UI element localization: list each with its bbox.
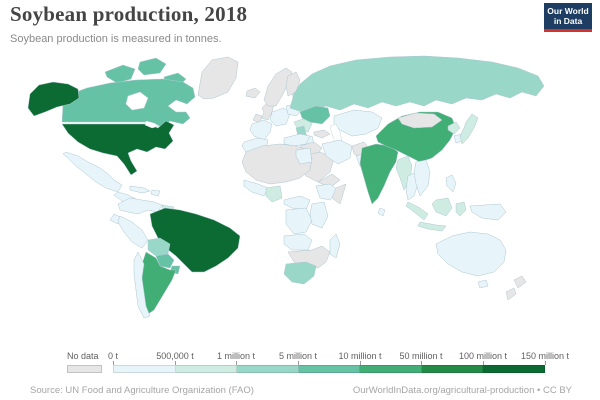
country-ukraine[interactable] <box>299 105 331 125</box>
legend-tick <box>360 361 361 365</box>
country-indonesia[interactable] <box>431 197 453 217</box>
country-mongolia[interactable] <box>397 112 443 129</box>
country-kazakhstan[interactable] <box>333 109 383 137</box>
country-australia[interactable] <box>435 231 507 277</box>
country-united-states[interactable] <box>61 120 175 176</box>
legend-color-scale <box>113 365 546 373</box>
region-tasmania[interactable] <box>477 279 489 289</box>
country-chile[interactable] <box>133 251 151 319</box>
legend-tick-label: 10 million t <box>338 351 382 361</box>
legend-tick-label: 500,000 t <box>156 351 194 361</box>
country-madagascar[interactable] <box>329 233 341 259</box>
page-title: Soybean production, 2018 <box>10 2 248 26</box>
region-west-africa[interactable] <box>243 179 269 197</box>
legend-segment[interactable] <box>360 365 422 373</box>
country-papua-new-guinea[interactable] <box>469 203 507 221</box>
legend-no-data-swatch[interactable] <box>67 365 102 373</box>
country-canada-arctic-islands[interactable] <box>137 57 167 76</box>
legend-tick <box>113 361 114 365</box>
country-indonesia[interactable] <box>455 201 467 217</box>
country-canada-arctic-islands[interactable] <box>104 64 136 84</box>
legend-tick <box>236 361 237 365</box>
owid-logo[interactable]: Our World in Data <box>544 3 592 32</box>
owid-logo-line2: in Data <box>553 16 583 26</box>
country-mexico[interactable] <box>62 151 123 193</box>
legend-tick-label: 50 million t <box>399 351 443 361</box>
country-iran[interactable] <box>321 139 353 165</box>
country-nigeria[interactable] <box>265 185 283 203</box>
legend-tick-label: 150 million t <box>520 351 570 361</box>
owid-link[interactable]: OurWorldInData.org/agricultural-producti… <box>352 385 572 396</box>
legend-no-data-label: No data <box>67 351 99 361</box>
legend-tick <box>421 361 422 365</box>
country-indonesia[interactable] <box>405 201 429 221</box>
hudson-bay <box>125 91 149 111</box>
legend-segment[interactable] <box>421 365 484 373</box>
country-iceland[interactable] <box>245 87 261 99</box>
country-turkey[interactable] <box>283 133 311 147</box>
legend-tick-label: 5 million t <box>278 351 318 361</box>
region-angola-zambia[interactable] <box>283 233 313 251</box>
country-peru[interactable] <box>117 215 149 249</box>
country-united-states-alaska[interactable] <box>27 81 80 117</box>
owid-logo-line1: Our World <box>547 6 589 16</box>
legend-segment[interactable] <box>113 365 176 373</box>
legend-segment[interactable] <box>175 365 238 373</box>
country-greenland[interactable] <box>197 56 239 100</box>
country-dr-congo[interactable] <box>285 207 313 235</box>
country-japan[interactable] <box>459 113 479 145</box>
country-north-korea[interactable] <box>447 121 461 135</box>
legend-tick <box>175 361 176 365</box>
legend-tick <box>545 361 546 365</box>
legend-segment[interactable] <box>483 365 546 373</box>
country-cuba[interactable] <box>129 185 151 194</box>
country-new-zealand[interactable] <box>513 275 527 289</box>
region-vietnam-laos[interactable] <box>413 159 431 197</box>
country-france[interactable] <box>249 119 273 141</box>
country-philippines[interactable] <box>445 174 457 193</box>
legend-segment[interactable] <box>237 365 299 373</box>
region-east-africa[interactable] <box>309 201 329 229</box>
region-central-europe[interactable] <box>269 107 291 127</box>
country-somalia[interactable] <box>331 183 347 205</box>
great-lakes <box>144 120 160 129</box>
legend-tick-label: 100 million t <box>458 351 508 361</box>
region-caucasus[interactable] <box>313 129 331 139</box>
country-russia[interactable] <box>289 55 545 113</box>
chart-subtitle: Soybean production is measured in tonnes… <box>10 33 222 45</box>
country-sri-lanka[interactable] <box>377 207 386 217</box>
region-north-africa[interactable] <box>241 143 313 185</box>
country-south-africa[interactable] <box>283 261 317 285</box>
country-hispaniola[interactable] <box>150 189 161 197</box>
legend-tick <box>483 361 484 365</box>
country-india[interactable] <box>359 143 399 205</box>
country-indonesia[interactable] <box>417 221 447 232</box>
legend-tick-label: 0 t <box>107 351 119 361</box>
country-new-zealand[interactable] <box>505 287 517 301</box>
legend-tick-label: 1 million t <box>216 351 256 361</box>
source-note: Source: UN Food and Agriculture Organiza… <box>30 385 254 396</box>
legend-segment[interactable] <box>298 365 361 373</box>
country-egypt[interactable] <box>295 147 313 165</box>
legend-tick <box>298 361 299 365</box>
